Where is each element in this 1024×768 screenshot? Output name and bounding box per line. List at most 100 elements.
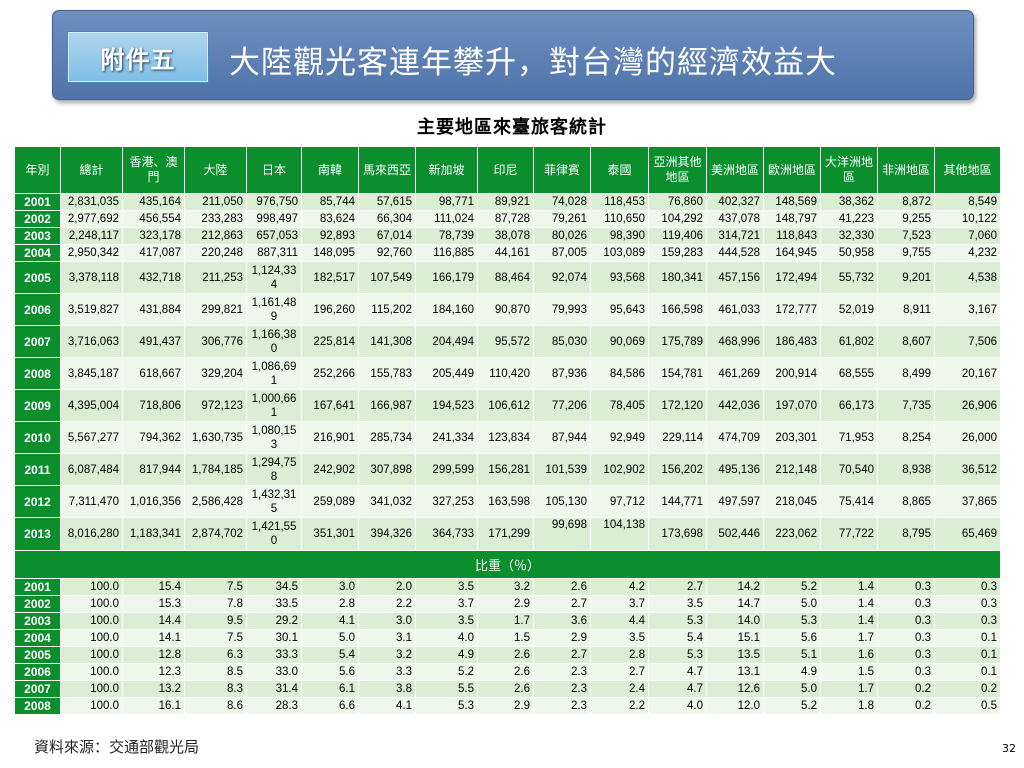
- table-cell: 110,650: [590, 210, 649, 228]
- share-section-row: 比重（％）: [14, 550, 1001, 579]
- table-cell: 32,330: [820, 227, 878, 245]
- share-cell: 5.2: [763, 578, 821, 596]
- share-cell: 2.7: [533, 646, 591, 664]
- share-cell: 14.2: [706, 578, 764, 596]
- share-cell: 5.6: [301, 663, 359, 681]
- table-cell: 36,512: [934, 453, 1001, 486]
- share-cell: 100.0: [60, 697, 123, 715]
- table-cell: 9,255: [877, 210, 935, 228]
- table-cell: 89,921: [477, 193, 534, 211]
- table-cell: 444,528: [706, 244, 764, 262]
- table-cell: 184,160: [415, 293, 478, 326]
- share-cell: 4.9: [763, 663, 821, 681]
- table-cell: 7,506: [934, 325, 1001, 358]
- table-cell: 172,120: [648, 389, 707, 422]
- table-cell: 7,060: [934, 227, 1001, 245]
- table-cell: 299,821: [184, 293, 247, 326]
- table-cell: 78,739: [415, 227, 478, 245]
- table-cell: 1,080,153: [246, 421, 302, 454]
- table-cell: 26,000: [934, 421, 1001, 454]
- table-cell: 118,843: [763, 227, 821, 245]
- table-cell: 10,122: [934, 210, 1001, 228]
- table-cell: 252,266: [301, 357, 359, 390]
- table-cell: 495,136: [706, 453, 764, 486]
- table-cell: 84,586: [590, 357, 649, 390]
- table-cell: 233,283: [184, 210, 247, 228]
- share-cell: 0.2: [877, 697, 935, 715]
- table-row: 2005 3,378,118 432,718 211,253 1,124,334 182,…: [14, 261, 1001, 294]
- table-cell: 172,494: [763, 261, 821, 294]
- table-title: 主要地區來臺旅客統計: [417, 117, 607, 138]
- share-cell: 100.0: [60, 595, 123, 613]
- table-cell: 104,138: [590, 517, 649, 551]
- table-cell: 220,248: [184, 244, 247, 262]
- table-cell: 85,030: [533, 325, 591, 358]
- share-cell: 2.3: [533, 680, 591, 698]
- column-header: 其他地區: [934, 146, 1001, 194]
- year-cell: 2012: [14, 485, 61, 518]
- share-cell: 2.7: [533, 595, 591, 613]
- table-cell: 972,123: [184, 389, 247, 422]
- share-cell: 0.3: [934, 612, 1001, 630]
- share-cell: 0.3: [877, 629, 935, 647]
- share-row: 2003 100.0 14.4 9.5 29.2 4.1 3.0 3.5 1.7 3.6 4.4 5.…: [14, 612, 1001, 630]
- table-cell: 57,615: [358, 193, 416, 211]
- table-cell: 171,299: [477, 517, 534, 551]
- column-header: 非洲地區: [877, 146, 935, 194]
- table-cell: 159,283: [648, 244, 707, 262]
- share-cell: 0.2: [934, 680, 1001, 698]
- share-cell: 0.3: [877, 612, 935, 630]
- table-cell: 90,870: [477, 293, 534, 326]
- share-cell: 4.0: [415, 629, 478, 647]
- table-cell: 204,494: [415, 325, 478, 358]
- share-cell: 16.1: [122, 697, 185, 715]
- table-cell: 167,641: [301, 389, 359, 422]
- year-cell: 2011: [14, 453, 61, 486]
- share-cell: 5.2: [763, 697, 821, 715]
- share-cell: 5.0: [301, 629, 359, 647]
- share-cell: 5.2: [415, 663, 478, 681]
- share-cell: 4.9: [415, 646, 478, 664]
- share-cell: 1.8: [820, 697, 878, 715]
- column-header: 印尼: [477, 146, 534, 194]
- table-cell: 116,885: [415, 244, 478, 262]
- table-cell: 1,161,489: [246, 293, 302, 326]
- table-row: 2003 2,248,117 323,178 212,863 657,053 92,893…: [14, 227, 1001, 245]
- data-source-note: 資料來源：交通部觀光局: [34, 736, 200, 757]
- year-cell: 2004: [14, 244, 61, 262]
- table-cell: 1,086,691: [246, 357, 302, 390]
- table-cell: 104,292: [648, 210, 707, 228]
- table-cell: 95,643: [590, 293, 649, 326]
- share-cell: 3.1: [358, 629, 416, 647]
- table-cell: 1,630,735: [184, 421, 247, 454]
- table-row: 2007 3,716,063 491,437 306,776 1,166,380 225,…: [14, 325, 1001, 358]
- share-cell: 0.5: [934, 697, 1001, 715]
- table-cell: 141,308: [358, 325, 416, 358]
- appendix-badge-label: 附件五: [100, 45, 176, 74]
- table-cell: 186,483: [763, 325, 821, 358]
- share-cell: 2.9: [477, 595, 534, 613]
- share-cell: 100.0: [60, 629, 123, 647]
- year-cell: 2001: [14, 193, 61, 211]
- share-cell: 14.4: [122, 612, 185, 630]
- appendix-badge: 附件五: [67, 31, 209, 83]
- share-cell: 3.0: [358, 612, 416, 630]
- share-cell: 100.0: [60, 646, 123, 664]
- share-cell: 100.0: [60, 680, 123, 698]
- table-cell: 79,993: [533, 293, 591, 326]
- share-cell: 1.5: [820, 663, 878, 681]
- table-cell: 83,624: [301, 210, 359, 228]
- table-cell: 211,050: [184, 193, 247, 211]
- share-cell: 5.0: [763, 595, 821, 613]
- share-cell: 5.3: [648, 612, 707, 630]
- table-cell: 102,902: [590, 453, 649, 486]
- share-cell: 14.1: [122, 629, 185, 647]
- table-cell: 8,938: [877, 453, 935, 486]
- table-cell: 468,996: [706, 325, 764, 358]
- table-cell: 259,089: [301, 485, 359, 518]
- title-banner: 附件五 大陸觀光客連年攀升，對台灣的經濟效益大: [52, 10, 974, 100]
- table-cell: 182,517: [301, 261, 359, 294]
- table-row: 2012 7,311,470 1,016,356 2,586,428 1,432,315…: [14, 485, 1001, 518]
- share-cell: 2.6: [533, 578, 591, 596]
- table-cell: 26,906: [934, 389, 1001, 422]
